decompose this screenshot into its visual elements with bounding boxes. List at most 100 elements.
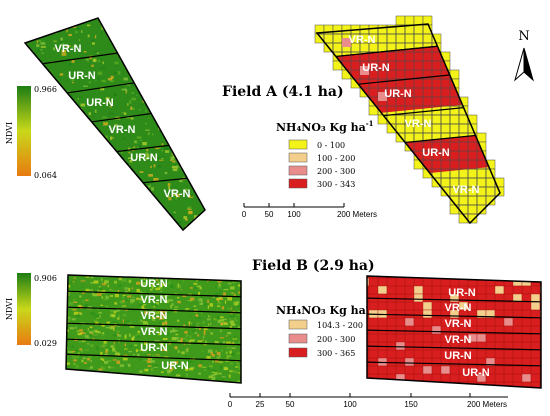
ndvi-pixel <box>182 104 185 109</box>
field-b-ndvi-map: UR-N VR-N VR-N VR-N UR-N UR-N <box>65 274 252 392</box>
ndvi-pixel <box>208 328 211 332</box>
ndvi-pixel <box>175 275 178 277</box>
grid-cell <box>413 24 424 35</box>
ndvi-pixel <box>202 321 205 324</box>
ndvi-pixel <box>65 389 68 392</box>
ndvi-pixel <box>147 365 152 367</box>
scale-tick-label: 25 <box>256 400 265 409</box>
ndvi-pixel <box>31 128 33 131</box>
grid-cell <box>440 114 451 125</box>
grid-line <box>323 105 334 116</box>
grid-line <box>359 177 370 188</box>
ndvi-pixel <box>83 51 87 53</box>
ndvi-pixel <box>207 144 210 145</box>
ndvi-pixel <box>226 346 231 350</box>
ndvi-pixel <box>130 378 135 381</box>
grid-line <box>449 60 460 71</box>
ndvi-pixel <box>155 354 160 356</box>
ndvi-pixel <box>213 325 218 327</box>
ndvi-pixel <box>236 352 241 355</box>
ndvi-pixel <box>229 389 233 390</box>
ndvi-pixel <box>149 313 151 316</box>
ndvi-pixel <box>139 116 141 120</box>
ndvi-pixel <box>211 374 216 377</box>
ndvi-pixel <box>84 234 86 235</box>
ndvi-pixel <box>232 341 235 345</box>
grid-line <box>350 195 361 206</box>
ndvi-pixel <box>68 33 72 37</box>
ndvi-pixel <box>204 369 207 372</box>
ndvi-pixel <box>181 131 186 135</box>
ndvi-pixel <box>154 65 158 68</box>
ndvi-color-ramp <box>17 86 31 176</box>
ndvi-pixel <box>201 31 203 33</box>
ndvi-pixel <box>124 192 127 194</box>
grid-line <box>476 24 487 35</box>
ndvi-pixel <box>153 388 156 389</box>
grid-cell <box>449 114 460 125</box>
ndvi-pixel <box>133 386 137 388</box>
ndvi-pixel <box>243 379 246 382</box>
grid-line <box>513 390 522 398</box>
ndvi-pixel <box>125 296 127 299</box>
ndvi-pixel <box>114 352 120 356</box>
ndvi-pixel <box>93 113 96 115</box>
ndvi-pixel <box>189 75 194 79</box>
grid-line <box>504 187 513 196</box>
ndvi-pixel <box>63 27 65 29</box>
ndvi-pixel <box>106 219 110 221</box>
ndvi-pixel <box>227 282 232 285</box>
ndvi-pixel <box>100 376 103 380</box>
ndvi-pixel <box>217 305 221 307</box>
ndvi-pixel <box>167 370 172 373</box>
ndvi-pixel <box>42 122 44 126</box>
ndvi-pixel <box>233 301 239 306</box>
ndvi-pixel <box>132 185 135 188</box>
ndvi-pixel <box>225 372 229 374</box>
ndvi-pixel <box>223 288 229 291</box>
ndvi-pixel <box>138 144 142 148</box>
ndvi-pixel <box>131 65 137 69</box>
ndvi-pixel <box>69 21 73 25</box>
ndvi-pixel <box>190 31 194 35</box>
ndvi-pixel <box>35 231 39 233</box>
ndvi-pixel <box>156 389 157 392</box>
grid-line <box>504 88 513 97</box>
ndvi-pixel <box>194 281 196 284</box>
ndvi-pixel <box>81 284 83 288</box>
ndvi-pixel <box>153 284 155 287</box>
ndvi-pixel <box>220 320 224 325</box>
ndvi-pixel <box>152 353 155 357</box>
ndvi-pixel <box>219 367 221 370</box>
ndvi-pixel <box>158 332 162 336</box>
field-b-strip-label: VR-N <box>141 310 168 322</box>
ndvi-pixel <box>116 41 119 45</box>
ndvi-pixel <box>144 122 147 125</box>
ndvi-pixel <box>163 90 169 93</box>
grid-line <box>368 195 379 206</box>
ndvi-pixel <box>66 315 67 317</box>
ndvi-pixel <box>109 381 112 383</box>
ndvi-pixel <box>189 33 193 37</box>
ndvi-pixel <box>151 367 154 371</box>
grid-line <box>440 24 451 35</box>
ndvi-pixel <box>33 209 37 211</box>
ndvi-pixel <box>105 327 111 329</box>
ndvi-pixel <box>181 176 183 179</box>
ndvi-pixel <box>96 372 100 375</box>
ndvi-pixel <box>153 305 156 308</box>
ndvi-pixel <box>81 350 83 353</box>
grid-line <box>504 142 513 151</box>
ndvi-pixel <box>231 352 235 356</box>
ndvi-pixel <box>89 331 94 334</box>
ndvi-pixel <box>76 382 80 383</box>
grid-line <box>467 51 478 62</box>
ndvi-pixel <box>200 170 205 173</box>
ndvi-pixel <box>21 200 24 203</box>
ndvi-pixel <box>107 284 109 288</box>
ndvi-pixel <box>209 275 213 277</box>
ndvi-pixel <box>250 338 252 340</box>
ndvi-pixel <box>199 110 204 112</box>
